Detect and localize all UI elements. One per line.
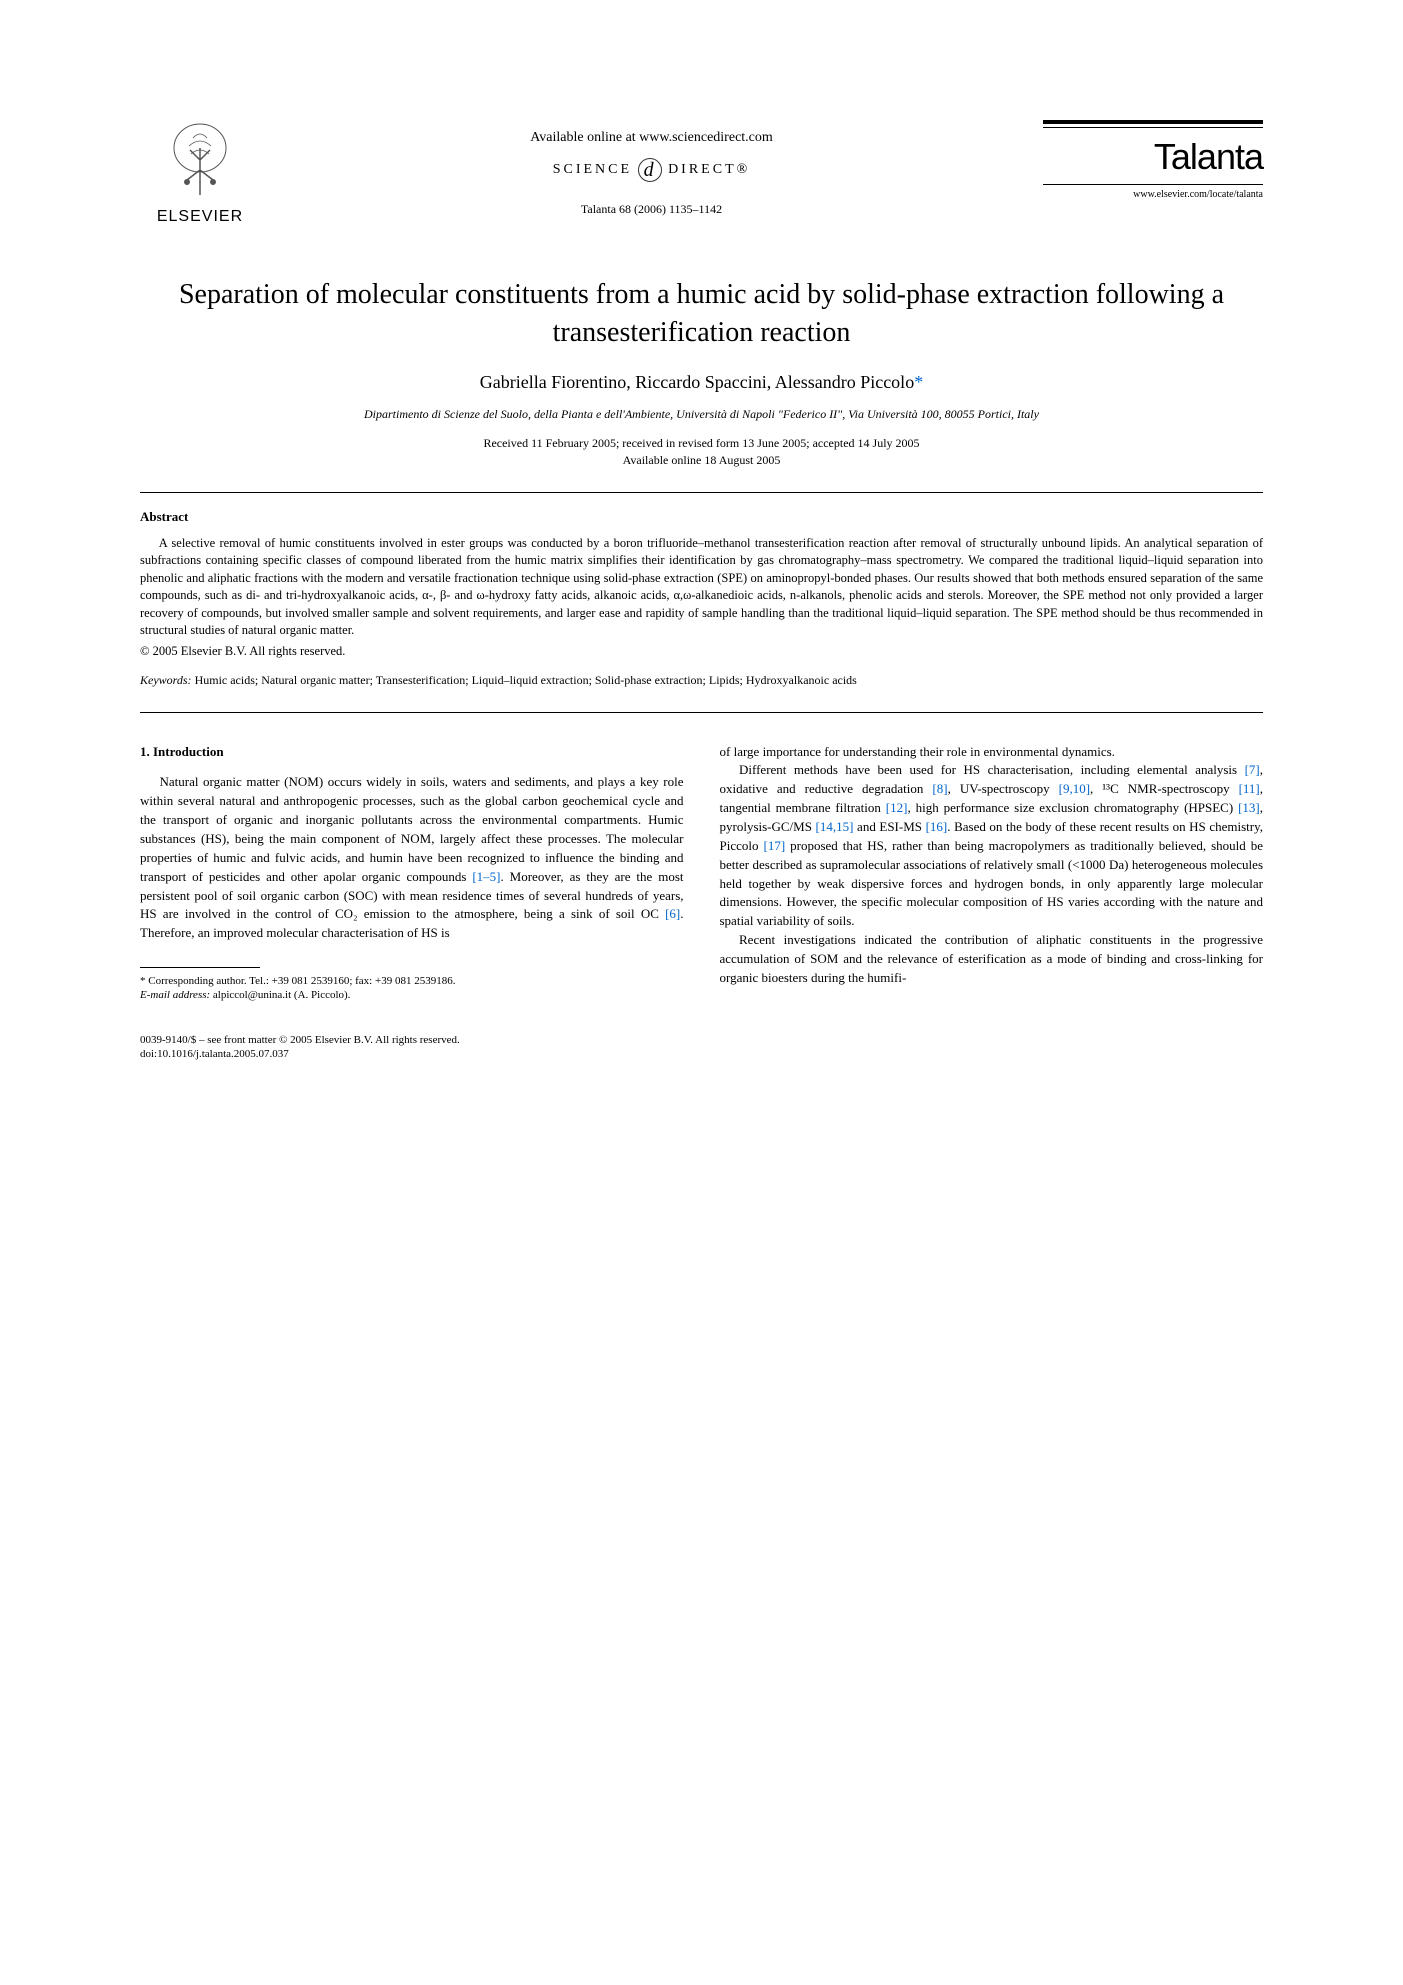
available-online-text: Available online at www.sciencedirect.co… [260, 130, 1043, 146]
body-columns: 1. Introduction Natural organic matter (… [140, 743, 1263, 1062]
rule-above-abstract [140, 492, 1263, 493]
front-matter-line: 0039-9140/$ – see front matter © 2005 El… [140, 1033, 684, 1047]
abstract-copyright: © 2005 Elsevier B.V. All rights reserved… [140, 644, 1263, 659]
keywords-line: Keywords: Humic acids; Natural organic m… [140, 673, 1263, 688]
left-column: 1. Introduction Natural organic matter (… [140, 743, 684, 1062]
ref-12[interactable]: [12] [886, 800, 908, 815]
footnote-corresponding: * Corresponding author. Tel.: +39 081 25… [140, 974, 684, 988]
ref-8[interactable]: [8] [932, 781, 947, 796]
authors-line: Gabriella Fiorentino, Riccardo Spaccini,… [140, 372, 1263, 393]
ref-9-10[interactable]: [9,10] [1059, 781, 1090, 796]
keywords-text: Humic acids; Natural organic matter; Tra… [195, 673, 857, 687]
ref-11[interactable]: [11] [1239, 781, 1260, 796]
p1-text-a: Natural organic matter (NOM) occurs wide… [140, 774, 684, 883]
ref-16[interactable]: [16] [926, 819, 948, 834]
ref-6[interactable]: [6] [665, 906, 680, 921]
doi-line: doi:10.1016/j.talanta.2005.07.037 [140, 1047, 684, 1061]
page-header: ELSEVIER Available online at www.science… [140, 120, 1263, 226]
dates-received: Received 11 February 2005; received in r… [140, 436, 1263, 451]
intro-heading: 1. Introduction [140, 743, 684, 762]
elsevier-tree-icon [165, 120, 235, 200]
sd-left: SCIENCE [553, 162, 632, 178]
journal-rule-top [1043, 120, 1263, 128]
right-column: of large importance for understanding th… [720, 743, 1264, 1062]
header-center: Available online at www.sciencedirect.co… [260, 120, 1043, 217]
article-title: Separation of molecular constituents fro… [140, 276, 1263, 352]
intro-p1: Natural organic matter (NOM) occurs wide… [140, 773, 684, 943]
corresponding-mark: * [914, 372, 923, 392]
ref-17[interactable]: [17] [763, 838, 785, 853]
rule-below-keywords [140, 712, 1263, 713]
abstract-heading: Abstract [140, 509, 1263, 525]
p2-f: , high performance size exclusion chroma… [907, 800, 1238, 815]
sd-swirl-icon: d [638, 158, 662, 182]
dates-online: Available online 18 August 2005 [140, 453, 1263, 468]
p2-d: , ¹³C NMR-spectroscopy [1090, 781, 1239, 796]
intro-p3: Recent investigations indicated the cont… [720, 931, 1264, 988]
footnote-email-line: E-mail address: alpiccol@unina.it (A. Pi… [140, 988, 684, 1002]
p2-h: and ESI-MS [853, 819, 925, 834]
p2-c: , UV-spectroscopy [948, 781, 1059, 796]
citation-line: Talanta 68 (2006) 1135–1142 [260, 202, 1043, 217]
footnote-rule [140, 967, 260, 968]
p2-a: Different methods have been used for HS … [739, 762, 1245, 777]
keywords-label: Keywords: [140, 673, 192, 687]
journal-name: Talanta [1043, 136, 1263, 178]
ref-1-5[interactable]: [1–5] [472, 869, 500, 884]
publisher-name: ELSEVIER [157, 208, 243, 226]
ref-13[interactable]: [13] [1238, 800, 1260, 815]
journal-url: www.elsevier.com/locate/talanta [1043, 189, 1263, 200]
intro-p1-continued: of large importance for understanding th… [720, 743, 1264, 762]
journal-block: Talanta www.elsevier.com/locate/talanta [1043, 120, 1263, 200]
publisher-block: ELSEVIER [140, 120, 260, 226]
ref-7[interactable]: [7] [1245, 762, 1260, 777]
p2-j: proposed that HS, rather than being macr… [720, 838, 1264, 928]
email-value: alpiccol@unina.it (A. Piccolo). [213, 989, 351, 1001]
doi-block: 0039-9140/$ – see front matter © 2005 El… [140, 1033, 684, 1062]
science-direct-logo: SCIENCE d DIRECT® [260, 158, 1043, 182]
journal-rule-bottom [1043, 184, 1263, 185]
ref-14-15[interactable]: [14,15] [816, 819, 854, 834]
intro-p2: Different methods have been used for HS … [720, 761, 1264, 931]
authors-names: Gabriella Fiorentino, Riccardo Spaccini,… [480, 372, 914, 392]
abstract-body: A selective removal of humic constituent… [140, 535, 1263, 640]
affiliation: Dipartimento di Scienze del Suolo, della… [140, 407, 1263, 422]
email-label: E-mail address: [140, 989, 210, 1001]
sd-right: DIRECT® [668, 162, 750, 178]
